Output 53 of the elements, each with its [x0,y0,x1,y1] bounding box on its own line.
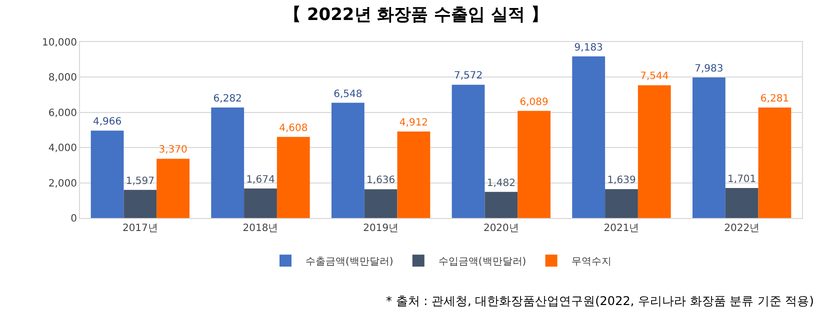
bar [124,190,157,218]
x-tick-label: 2018년 [242,223,278,234]
bar [758,107,792,218]
bar [156,158,190,218]
data-label: 4,608 [279,122,308,134]
x-tick-label: 2022년 [724,223,760,234]
data-label: 7,544 [640,71,669,82]
y-tick-label: 10,000 [42,38,77,48]
bar [452,84,485,218]
data-label: 6,548 [334,88,362,100]
y-tick-label: 0 [70,214,77,224]
bar [211,107,244,218]
text: * 출처 : 관세청, 대한화장품산업연구원(2022, 우리나라 화장품 분류 기준 적용) [386,294,814,308]
data-label: 6,282 [213,93,242,104]
y-tick-label: 6,000 [48,108,77,119]
bar [572,56,606,218]
legend-label: 무역수지 [571,256,612,268]
x-tick-label: 2017년 [122,223,158,234]
data-label: 6,281 [760,93,790,104]
data-label: 6,089 [520,96,548,108]
data-label: 9,183 [574,42,603,54]
legend-label: 수입금액(백만달러) [438,256,526,268]
bar [518,110,550,218]
y-tick-label: 8,000 [48,72,77,84]
data-label: 1,701 [728,174,756,186]
data-label: 1,636 [366,175,396,186]
bar [90,130,124,218]
data-label: 3,370 [158,144,188,156]
bar [725,188,758,218]
data-label: 4,912 [399,118,428,129]
data-label: 1,482 [486,178,516,189]
bar [244,188,277,218]
bar [638,85,671,218]
y-tick-label: 4,000 [48,143,77,154]
x-tick-label: 2021년 [604,223,640,234]
data-label: 7,983 [694,64,724,74]
bar [692,78,726,218]
bar [484,192,518,218]
y-tick-label: 2,000 [48,178,77,190]
data-label: 1,674 [246,174,275,186]
bar [605,189,638,218]
x-tick-label: 2020년 [483,223,519,234]
data-label: 1,639 [607,175,636,186]
data-label: 1,597 [126,176,154,187]
legend-label: 수출금액(백만달러) [306,256,394,268]
bar [276,136,310,218]
bar [397,132,430,218]
data-label: 7,572 [454,70,483,82]
bar [364,189,398,218]
x-tick-label: 2019년 [363,223,399,234]
bar [332,102,364,218]
data-label: 4,966 [92,116,122,128]
chart-title: 【 2022년 화장품 수출입 실적 】 [284,5,548,26]
